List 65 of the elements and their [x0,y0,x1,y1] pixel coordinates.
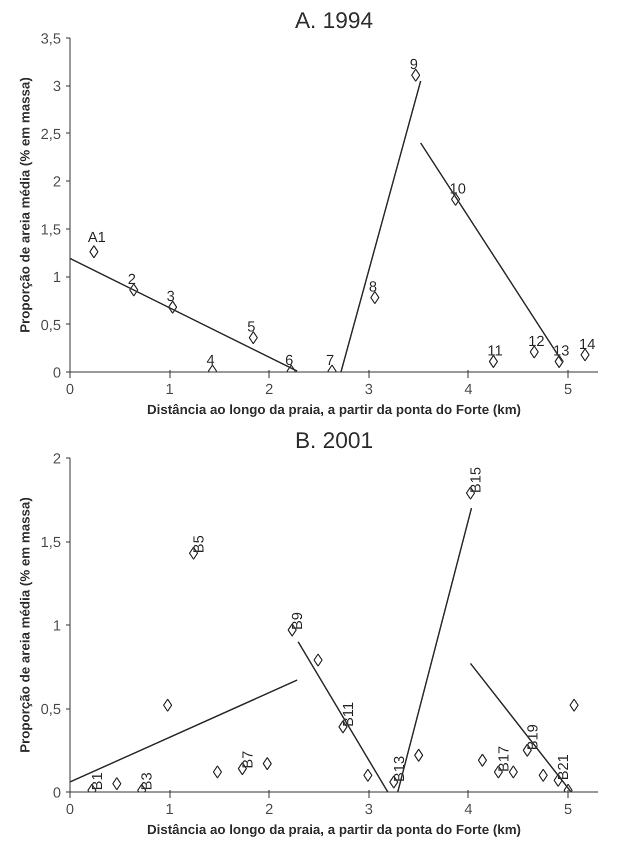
annotation: 3 [166,289,175,306]
annotation: 4 [206,353,215,370]
annotation: B1 [90,772,106,790]
x-tick-label: 4 [464,382,473,398]
y-axis-title: Proporção de areia média (% em massa) [18,497,33,753]
point [580,348,590,362]
point [212,765,222,779]
chart-title: B. 2001 [294,427,374,453]
point [89,245,99,258]
x-tick-label: 3 [364,802,373,818]
annotation: 12 [528,334,545,350]
annotation: A1 [88,230,106,246]
point [112,777,122,790]
y-tick-label: 1,5 [40,222,61,238]
annotation: 2 [128,272,136,288]
annotation: 14 [579,336,596,353]
point [411,68,420,82]
annotation: B5 [192,535,208,554]
point [262,757,272,770]
y-tick-label: 0 [52,786,62,802]
point [163,698,172,712]
annotation: B7 [240,750,256,769]
point [363,768,372,782]
annotation: B17 [496,746,512,772]
point [313,653,323,667]
y-tick-label: 1,5 [40,535,61,551]
annotation: 5 [247,320,256,336]
annotation: B3 [140,772,156,790]
y-axis-title: Proporção de areia média (% em massa) [18,77,33,333]
y-tick-label: 0 [52,366,62,382]
x-tick-label: 0 [66,802,74,818]
annotation: 6 [285,353,294,370]
y-tick-label: 1 [52,618,62,634]
chart-title: A. 1994 [294,7,374,33]
y-tick-label: 1 [52,270,62,286]
annotation: 7 [326,353,334,370]
y-tick-label: 2 [52,452,62,468]
x-tick-label: 2 [265,382,274,398]
x-tick-label: 5 [564,382,572,398]
annotation: 11 [487,344,503,360]
annotation: B9 [290,612,306,630]
x-tick-label: 5 [564,802,572,818]
point [569,698,579,712]
x-tick-label: 2 [265,802,274,818]
point [248,331,258,344]
y-tick-label: 2,5 [40,126,61,143]
point [538,768,548,782]
x-axis-title: Distância ao longo da praia, a partir da ponta do Forte (km) [147,402,521,417]
y-tick-label: 0,5 [40,318,61,334]
annotation: B15 [468,466,484,494]
annotation: 10 [450,181,466,198]
x-tick-label: 1 [166,802,174,818]
y-tick-label: 3,5 [40,32,61,48]
y-tick-label: 3 [52,79,62,96]
y-tick-label: 0,5 [40,702,61,718]
annotation: 9 [410,57,418,74]
x-tick-label: 4 [464,802,473,818]
x-tick-label: 0 [66,382,74,398]
y-tick-label: 2 [52,174,62,191]
point [414,748,424,762]
point [478,754,488,767]
x-tick-label: 3 [364,382,373,398]
x-axis-title: Distância ao longo da praia, a partir da ponta do Forte (km) [147,822,521,837]
x-tick-label: 1 [166,382,174,398]
annotation: 8 [368,280,377,296]
